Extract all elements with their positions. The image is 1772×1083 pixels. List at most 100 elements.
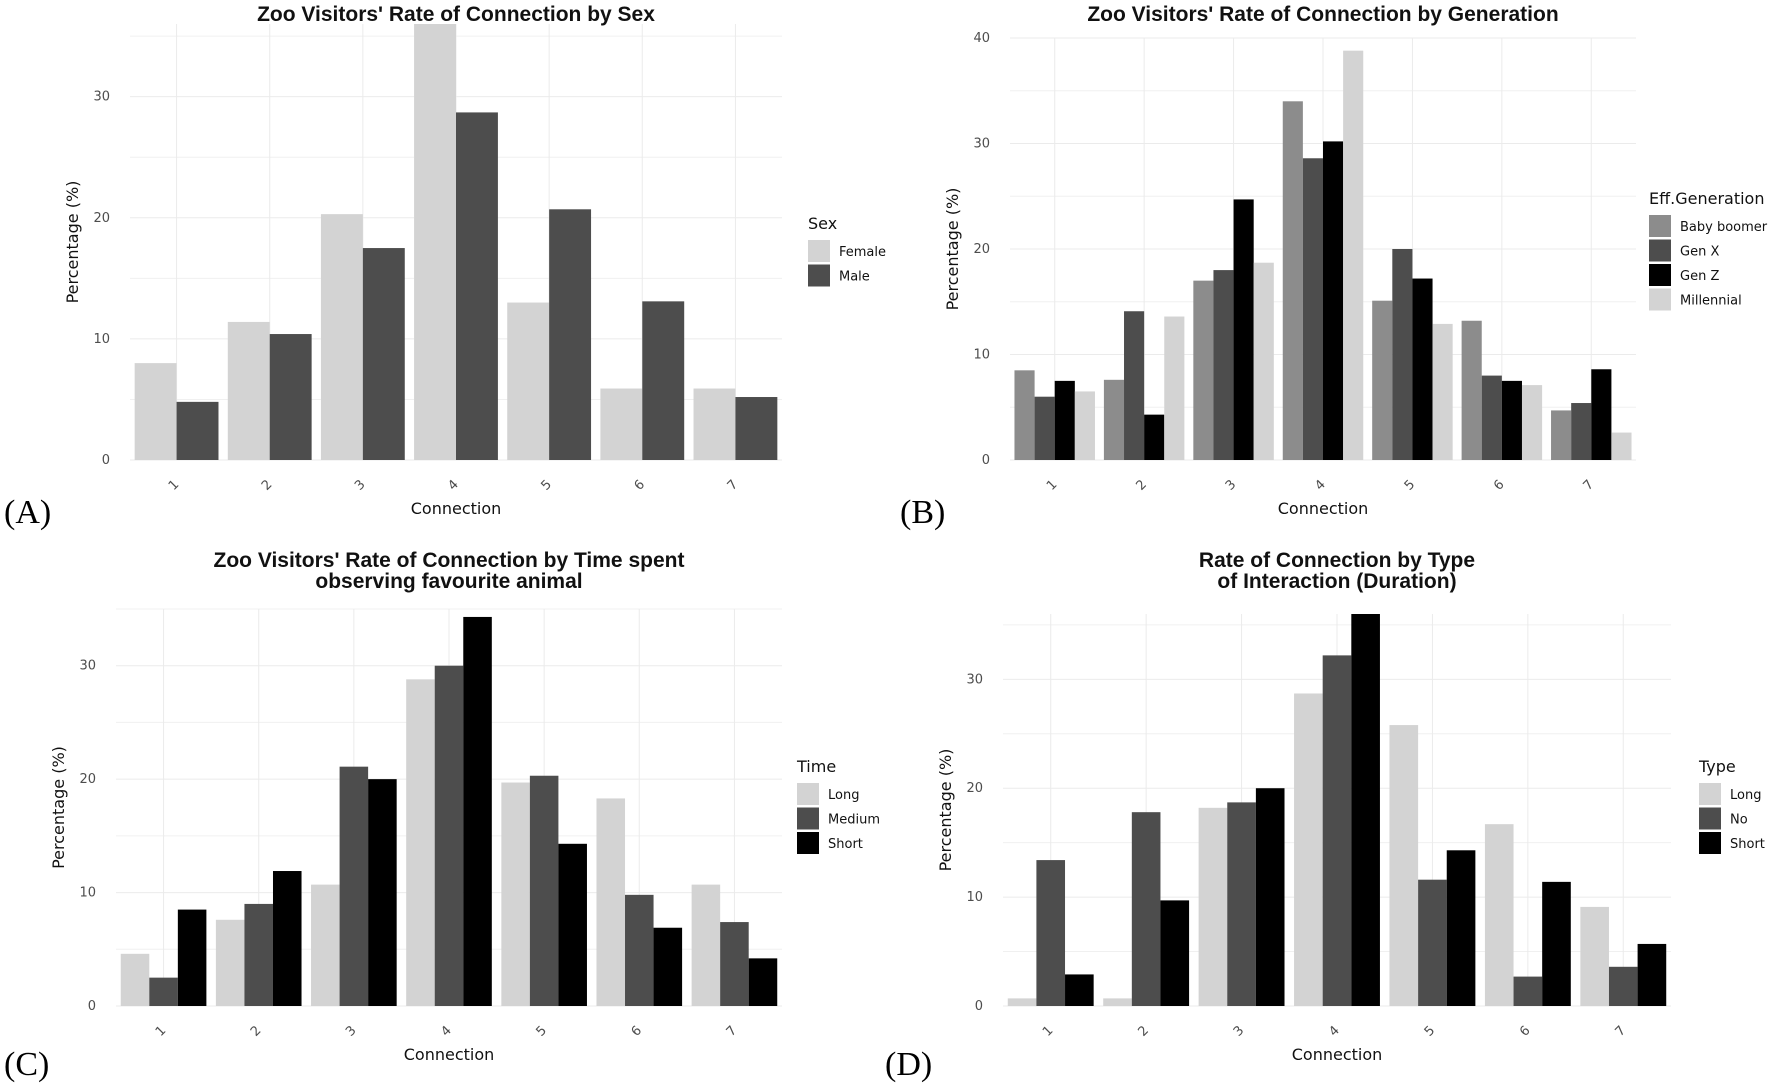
x-tick-label: 6 [1491, 477, 1507, 493]
x-tick-label: 4 [1312, 477, 1328, 493]
y-axis-label: Percentage (%) [49, 746, 68, 869]
bar-millennial-1 [1074, 391, 1095, 460]
bar-medium-6 [625, 894, 654, 1006]
x-tick-label: 7 [1613, 1023, 1629, 1039]
bar-no-3 [1227, 802, 1256, 1006]
bar-baby-boomer-3 [1193, 280, 1214, 460]
x-tick-label: 7 [1581, 477, 1597, 493]
x-tick-label: 2 [259, 477, 275, 493]
x-tick-label: 5 [1422, 1023, 1438, 1039]
chart-title: Zoo Visitors' Rate of Connection by Time… [214, 549, 685, 572]
y-tick-label: 20 [973, 242, 990, 257]
chart-title: observing favourite animal [315, 570, 582, 593]
bar-baby-boomer-1 [1014, 370, 1035, 460]
chart-title: Rate of Connection by Type [1199, 549, 1475, 572]
legend-label: Gen Z [1680, 269, 1719, 284]
bar-short-5 [558, 843, 587, 1006]
x-tick-label: 1 [1040, 1023, 1056, 1039]
bar-short-6 [653, 927, 683, 1006]
legend-label: Millennial [1680, 294, 1742, 309]
y-tick-label: 0 [975, 999, 983, 1014]
bar-gen-x-7 [1571, 403, 1592, 460]
x-axis-label: Connection [411, 499, 502, 518]
y-tick-label: 0 [88, 999, 96, 1014]
y-tick-label: 20 [79, 772, 96, 787]
bar-medium-7 [720, 922, 749, 1006]
bar-long-7 [1580, 906, 1609, 1006]
legend: Time Long Medium Short [796, 757, 880, 854]
bar-gen-z-7 [1591, 369, 1612, 460]
bar-medium-1 [149, 977, 178, 1006]
x-axis-label: Connection [404, 1045, 495, 1064]
bar-baby-boomer-5 [1372, 300, 1393, 460]
legend-key [797, 832, 819, 854]
bar-female-6 [600, 388, 643, 460]
bar-no-1 [1036, 860, 1066, 1006]
y-tick-label: 40 [973, 31, 990, 46]
bar-gen-x-2 [1124, 311, 1145, 460]
x-tick-label: 6 [1517, 1023, 1533, 1039]
legend-key [1649, 239, 1671, 262]
bar-female-3 [320, 214, 363, 460]
bar-male-6 [642, 301, 685, 460]
y-tick-label: 0 [102, 453, 110, 468]
x-tick-label: 3 [1231, 1023, 1247, 1039]
y-axis-label: Percentage (%) [943, 188, 962, 311]
bar-no-7 [1608, 966, 1638, 1006]
y-tick-label: 30 [973, 137, 990, 152]
y-tick-label: 10 [973, 348, 990, 363]
bar-gen-x-3 [1213, 270, 1234, 460]
y-tick-label: 10 [966, 890, 983, 905]
y-tick-label: 10 [93, 332, 110, 347]
bar-gen-x-6 [1481, 375, 1502, 460]
bar-short-4 [1351, 614, 1380, 1006]
legend-key [797, 783, 819, 805]
y-tick-label: 0 [982, 453, 990, 468]
x-tick-label: 2 [248, 1023, 264, 1039]
bar-long-1 [120, 953, 150, 1006]
bar-female-2 [227, 321, 270, 460]
y-axis-label: Percentage (%) [936, 749, 955, 872]
legend-label: Gen X [1680, 245, 1719, 260]
bar-long-4 [1294, 693, 1323, 1006]
bar-medium-2 [244, 903, 273, 1006]
legend-label: Baby boomer [1680, 220, 1768, 235]
panel-label: (D) [885, 1046, 932, 1083]
legend-title: Type [1698, 757, 1736, 776]
bar-female-4 [414, 24, 456, 460]
chart-panel-2: 0 10 20 30 40 1 2 3 4 5 6 7 Connection Percentage (%)… [900, 3, 1768, 531]
bar-gen-z-1 [1054, 380, 1075, 460]
legend-key [1699, 832, 1721, 854]
legend-label: Short [828, 837, 863, 852]
x-tick-label: 3 [352, 477, 368, 493]
x-tick-label: 4 [445, 477, 461, 493]
bar-short-6 [1542, 881, 1571, 1006]
bar-male-3 [362, 248, 405, 460]
bar-long-3 [311, 884, 340, 1006]
bar-millennial-2 [1164, 316, 1185, 460]
bar-millennial-3 [1253, 262, 1274, 460]
panel-label: (B) [900, 494, 945, 531]
x-tick-label: 1 [1044, 477, 1060, 493]
bar-long-3 [1198, 807, 1228, 1006]
bar-baby-boomer-4 [1282, 101, 1303, 461]
bar-female-5 [507, 302, 550, 460]
bar-short-5 [1446, 850, 1476, 1006]
bar-male-4 [456, 112, 498, 461]
chart-panel-3: 0 10 20 30 1 2 3 4 5 6 7 Connection Percentage (%) Zo… [4, 549, 880, 1083]
bar-male-5 [549, 209, 592, 460]
bar-millennial-6 [1521, 385, 1543, 460]
bar-short-1 [1065, 974, 1094, 1006]
legend-key [1649, 264, 1671, 286]
bar-female-1 [134, 363, 177, 460]
bar-short-3 [368, 779, 397, 1006]
bar-no-2 [1131, 812, 1161, 1006]
bar-no-5 [1418, 879, 1447, 1006]
x-tick-label: 6 [629, 1023, 645, 1039]
legend-title: Sex [808, 214, 837, 233]
legend-key [1649, 215, 1671, 237]
x-axis-label: Connection [1292, 1045, 1383, 1064]
x-tick-label: 5 [1402, 477, 1418, 493]
